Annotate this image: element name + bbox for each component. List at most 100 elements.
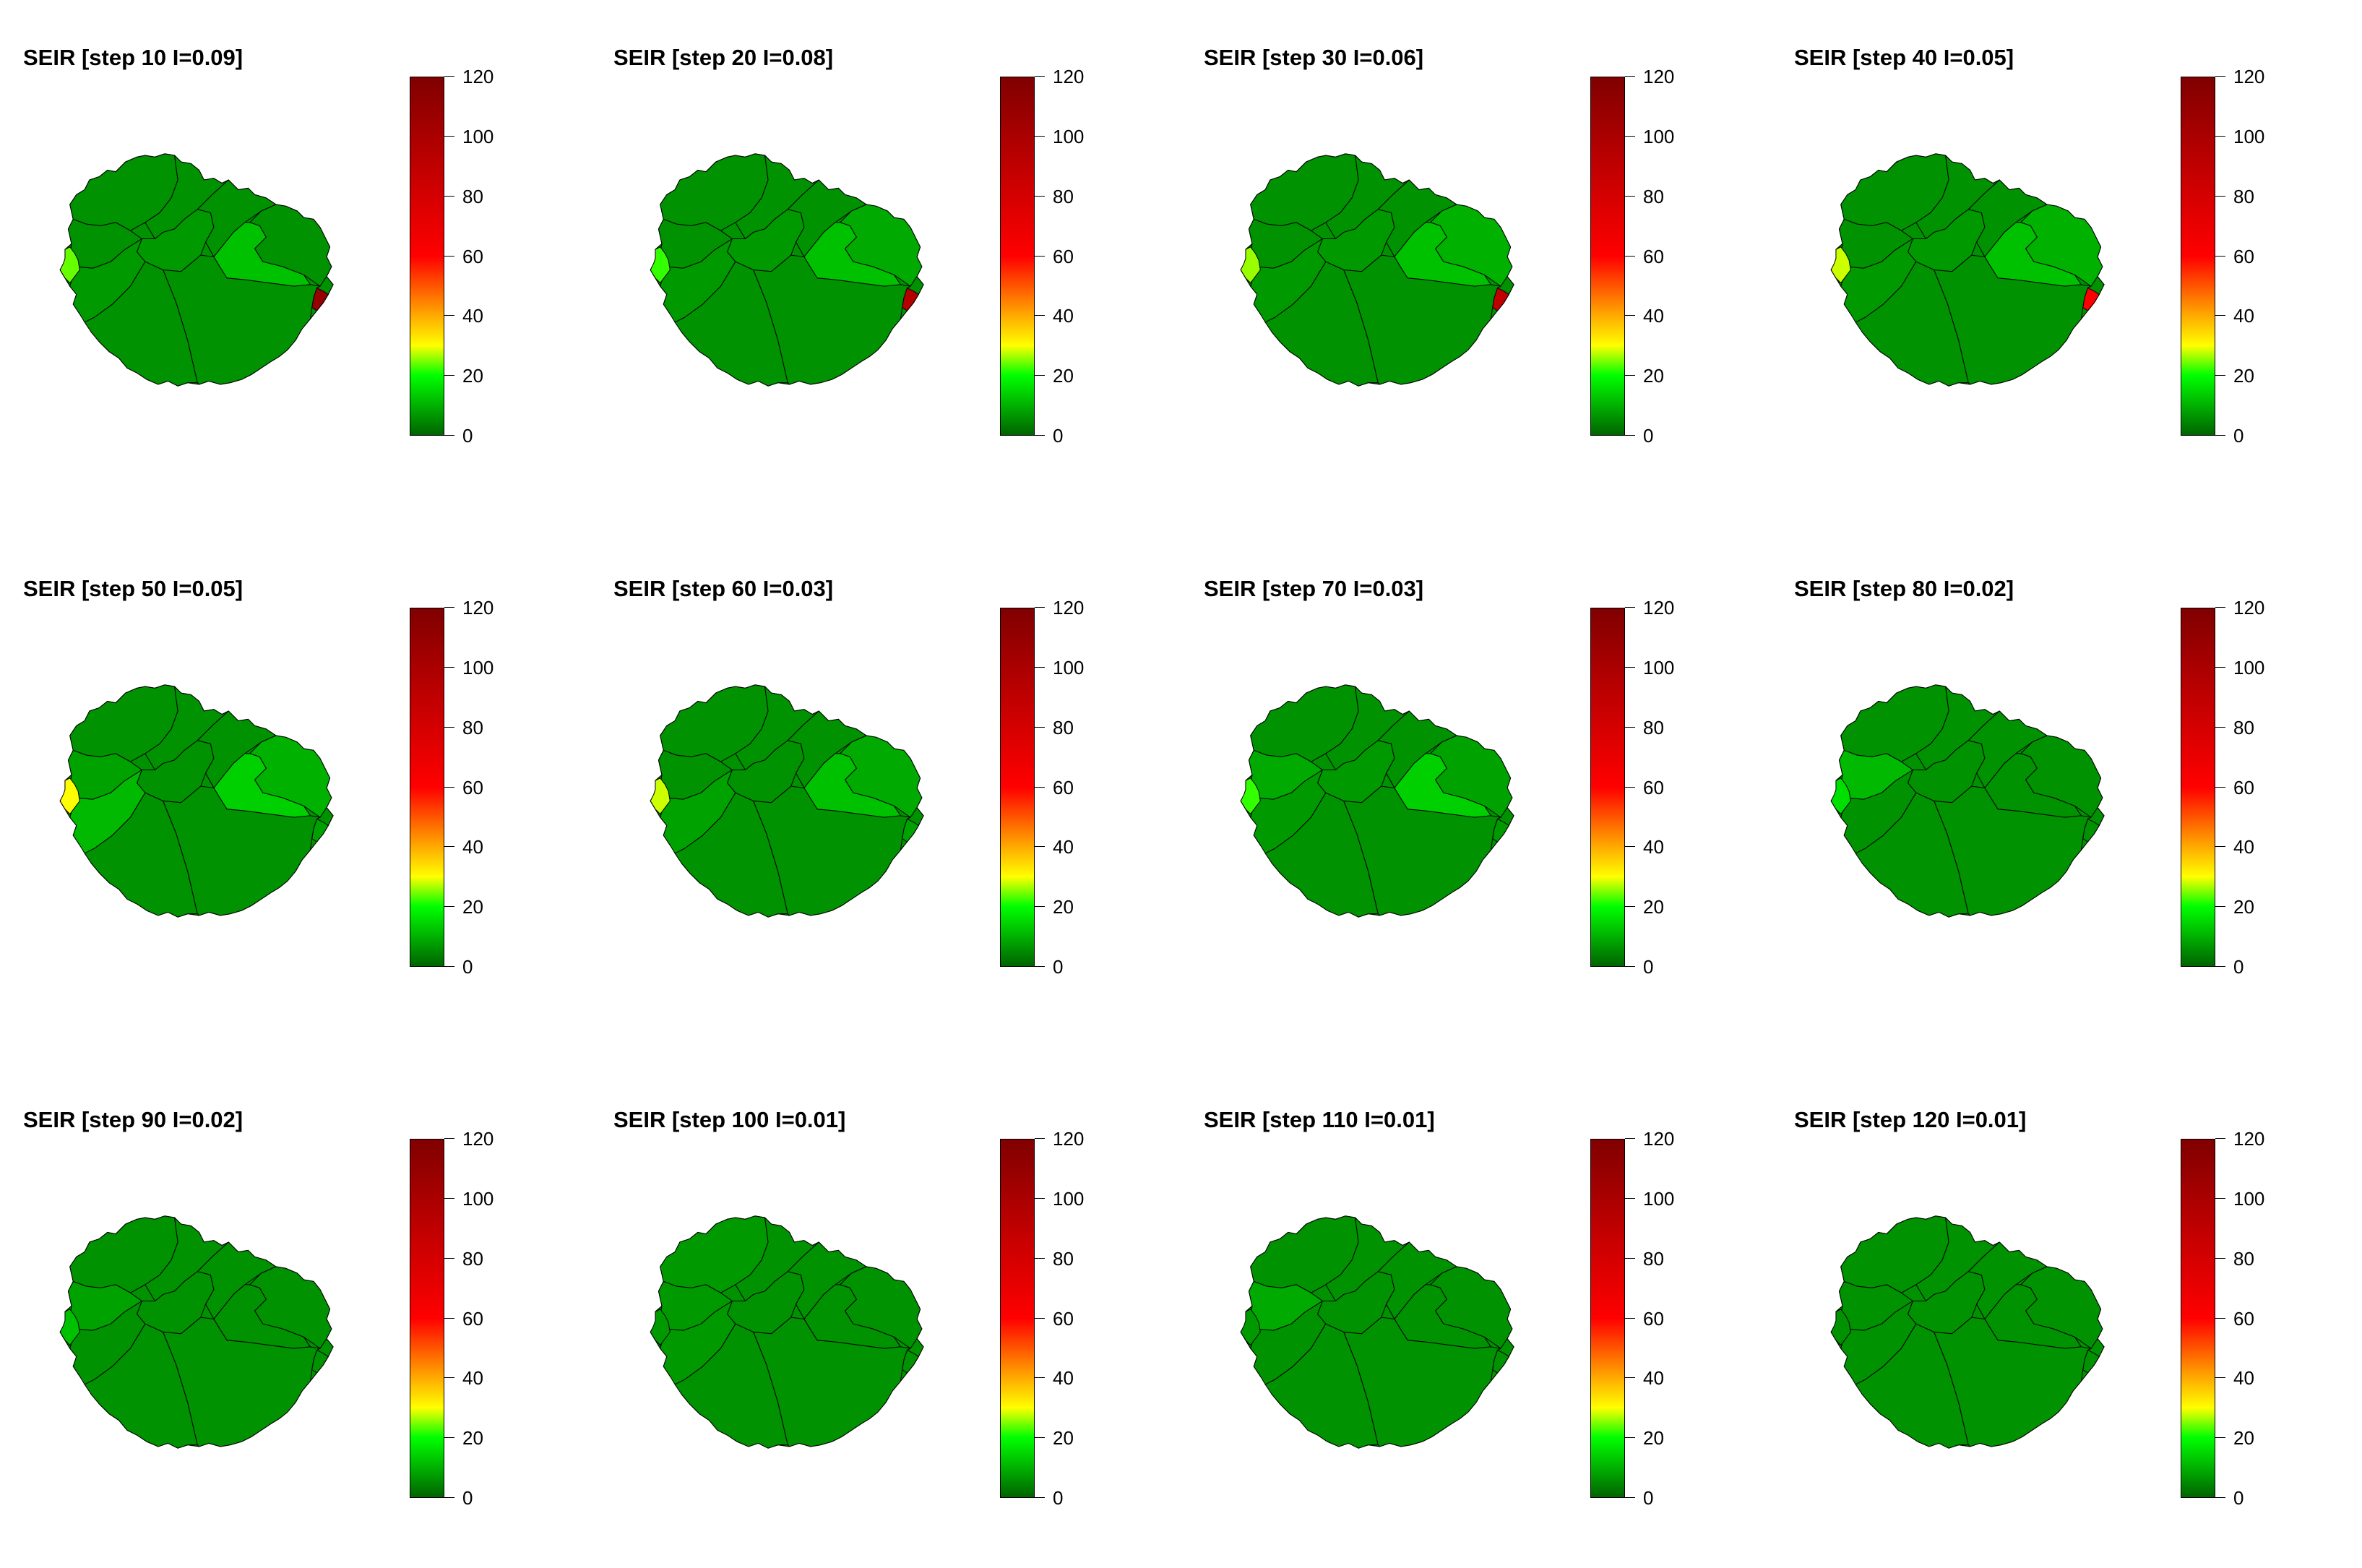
colorbar-tick-label: 120 — [1643, 66, 1675, 87]
panel-title: SEIR [step 120 I=0.01] — [1794, 1107, 2027, 1132]
region-r5 — [1855, 261, 1969, 387]
colorbar-tick-label: 80 — [2233, 185, 2254, 207]
region-r5 — [84, 261, 198, 387]
colorbar-tick — [1625, 1257, 1635, 1259]
colorbar-gradient — [410, 608, 444, 966]
colorbar-tick-label: 0 — [1053, 956, 1064, 978]
colorbar-tick-label: 60 — [2233, 245, 2254, 267]
region-r11 — [163, 1317, 321, 1447]
colorbar — [2181, 608, 2215, 967]
colorbar-tick — [2215, 255, 2225, 257]
region-r9 — [1240, 1309, 1261, 1346]
region-r11 — [753, 1317, 911, 1447]
colorbar-gradient — [2181, 608, 2215, 966]
colorbar-tick — [2215, 846, 2225, 848]
colorbar-tick-label: 60 — [1053, 245, 1074, 267]
colorbar-tick — [1625, 666, 1635, 668]
colorbar-tick — [2215, 315, 2225, 316]
map-panel: SEIR [step 120 I=0.01] 0 20 40 60 80 100 120 — [1771, 1062, 2361, 1568]
colorbar-tick — [1625, 76, 1635, 77]
panel-title: SEIR [step 20 I=0.08] — [613, 45, 834, 70]
colorbar — [410, 608, 444, 967]
panel-title: SEIR [step 30 I=0.06] — [1204, 45, 1424, 70]
colorbar — [1590, 608, 1625, 967]
colorbar-tick — [2215, 666, 2225, 668]
colorbar-tick — [444, 1138, 454, 1139]
colorbar-tick-label: 120 — [2233, 597, 2265, 619]
colorbar-tick — [1035, 76, 1045, 77]
colorbar-tick-label: 0 — [462, 956, 473, 978]
colorbar-tick-label: 0 — [462, 1487, 473, 1509]
colorbar-tick-label: 100 — [462, 125, 494, 147]
colorbar-tick — [444, 846, 454, 848]
colorbar-tick-label: 20 — [2233, 896, 2254, 918]
colorbar-tick-label: 80 — [2233, 1247, 2254, 1270]
colorbar-tick-label: 60 — [462, 776, 483, 798]
colorbar-gradient — [1591, 608, 1624, 966]
colorbar-tick — [444, 1317, 454, 1319]
colorbar-tick — [1625, 786, 1635, 788]
region-r9 — [1830, 777, 1851, 815]
colorbar-tick — [444, 726, 454, 728]
colorbar-tick — [1035, 315, 1045, 316]
colorbar-tick — [1625, 1197, 1635, 1199]
colorbar-tick-label: 0 — [2233, 425, 2244, 447]
region-r9 — [1830, 1309, 1851, 1346]
colorbar-tick — [1625, 375, 1635, 376]
colorbar — [1590, 77, 1625, 436]
colorbar — [2181, 1139, 2215, 1498]
colorbar-gradient — [2181, 77, 2215, 435]
colorbar-tick — [2215, 195, 2225, 197]
colorbar-tick-label: 20 — [1053, 365, 1074, 387]
colorbar-tick-label: 0 — [462, 425, 473, 447]
colorbar-tick — [2215, 1377, 2225, 1379]
colorbar-tick-label: 20 — [1643, 1427, 1664, 1449]
colorbar-tick — [1035, 375, 1045, 376]
colorbar-tick — [1035, 1138, 1045, 1139]
colorbar-tick — [2215, 76, 2225, 77]
colorbar-tick-label: 120 — [462, 1128, 494, 1150]
colorbar-tick-label: 40 — [462, 836, 483, 858]
colorbar-tick-label: 80 — [1053, 185, 1074, 207]
colorbar-tick-label: 80 — [462, 1247, 483, 1270]
colorbar-tick-label: 20 — [1053, 1427, 1074, 1449]
colorbar-tick — [1625, 195, 1635, 197]
colorbar-tick — [444, 435, 454, 436]
colorbar-gradient — [1001, 608, 1034, 966]
island-map — [650, 684, 924, 918]
colorbar-tick-label: 80 — [462, 716, 483, 738]
colorbar-tick — [2215, 1257, 2225, 1259]
colorbar-tick-label: 60 — [2233, 776, 2254, 798]
map-panel: SEIR [step 90 I=0.02] 0 20 40 60 80 100 120 — [0, 1062, 590, 1568]
region-r11 — [1934, 254, 2092, 385]
colorbar-tick-label: 40 — [2233, 836, 2254, 858]
colorbar-tick-label: 60 — [1643, 1307, 1664, 1330]
colorbar — [1000, 1139, 1035, 1498]
colorbar-tick — [1035, 1197, 1045, 1199]
region-r9 — [59, 246, 80, 284]
colorbar-tick — [1035, 135, 1045, 137]
panel-title: SEIR [step 40 I=0.05] — [1794, 45, 2014, 70]
colorbar — [2181, 77, 2215, 436]
colorbar-tick-label: 60 — [1053, 776, 1074, 798]
region-r11 — [1343, 254, 1501, 385]
region-r9 — [650, 246, 671, 284]
region-r11 — [1343, 785, 1501, 916]
colorbar-tick — [444, 666, 454, 668]
colorbar-tick-label: 40 — [462, 305, 483, 327]
colorbar-tick-label: 80 — [1053, 1247, 1074, 1270]
colorbar-tick — [1625, 966, 1635, 967]
region-r5 — [1264, 261, 1379, 387]
colorbar-tick — [444, 1437, 454, 1439]
colorbar-tick — [2215, 607, 2225, 608]
colorbar-tick — [1035, 607, 1045, 608]
colorbar-tick-label: 20 — [1643, 365, 1664, 387]
colorbar-tick-label: 80 — [1643, 185, 1664, 207]
colorbar-tick-label: 0 — [1053, 1487, 1064, 1509]
colorbar-tick — [1035, 786, 1045, 788]
colorbar-tick-label: 0 — [1643, 425, 1654, 447]
colorbar-tick — [1625, 726, 1635, 728]
colorbar-tick — [2215, 1317, 2225, 1319]
panel-title: SEIR [step 100 I=0.01] — [613, 1107, 846, 1132]
